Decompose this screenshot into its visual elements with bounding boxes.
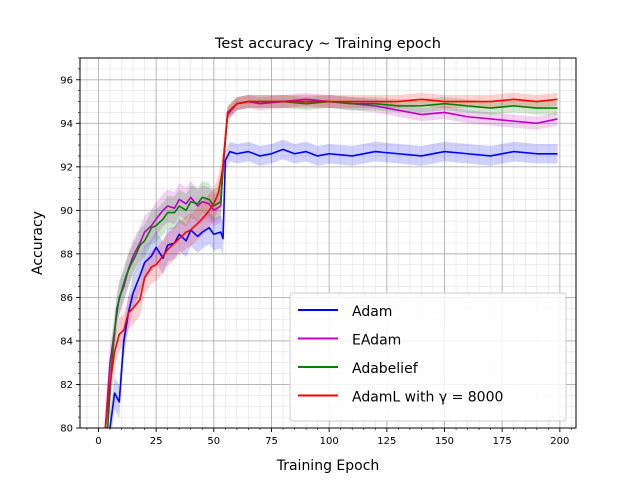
legend-entry: Adam xyxy=(352,304,392,320)
y-tick-label: 90 xyxy=(60,206,73,217)
y-tick-label: 80 xyxy=(60,424,73,435)
x-axis-label: Training Epoch xyxy=(276,458,380,474)
band-series-3 xyxy=(105,92,558,428)
x-tick-label: 150 xyxy=(435,436,454,447)
y-tick-label: 84 xyxy=(60,336,73,347)
chart-title: Test accuracy ~ Training epoch xyxy=(214,36,441,52)
y-tick-label: 96 xyxy=(60,75,73,86)
y-tick-label: 92 xyxy=(60,162,73,173)
x-tick-label: 200 xyxy=(550,436,569,447)
legend: Adam EAdam Adabelief AdamL with γ = 8000 xyxy=(289,292,567,422)
confidence-bands xyxy=(105,92,558,428)
x-tick-label: 0 xyxy=(95,436,101,447)
series-lines xyxy=(104,98,558,428)
x-tick-label: 25 xyxy=(150,436,163,447)
x-tick-label: 50 xyxy=(207,436,220,447)
legend-box xyxy=(289,292,567,422)
x-tick-label: 175 xyxy=(493,436,512,447)
x-tick-label: 100 xyxy=(320,436,339,447)
legend-entry: EAdam xyxy=(352,333,401,349)
legend-entry: Adabelief xyxy=(352,361,419,377)
line-series-0 xyxy=(109,148,558,428)
y-tick-label: 94 xyxy=(60,119,73,130)
line-series-3 xyxy=(104,98,558,428)
x-tick-label: 75 xyxy=(265,436,278,447)
y-axis-ticks: 80 82 84 86 88 90 92 94 96 xyxy=(60,57,80,435)
line-series-2 xyxy=(106,100,558,428)
legend-entry: AdamL with γ = 8000 xyxy=(352,390,503,406)
x-axis-ticks: 0 25 50 75 100 125 150 175 200 xyxy=(86,428,572,447)
y-axis-label: Accuracy xyxy=(30,211,46,275)
y-tick-label: 82 xyxy=(60,380,73,391)
x-tick-label: 125 xyxy=(377,436,396,447)
y-tick-label: 88 xyxy=(60,249,73,260)
band-series-1 xyxy=(105,92,558,428)
y-tick-label: 86 xyxy=(60,293,73,304)
